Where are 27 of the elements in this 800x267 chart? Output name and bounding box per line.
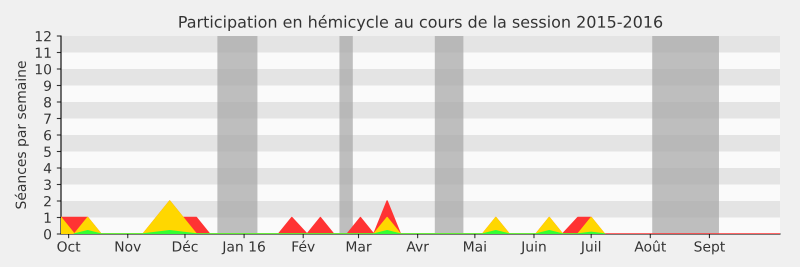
y-tick-label: 7 (44, 114, 51, 124)
y-tick-label: 11 (36, 48, 51, 58)
y-tick-label: 2 (44, 196, 51, 206)
y-axis-title: Séances par semaine (14, 61, 29, 209)
x-tick-label: Avr (406, 241, 429, 252)
y-tick-label: 0 (44, 228, 52, 240)
chart-title: Participation en hémicycle au cours de la session 2015-2016 (179, 14, 662, 31)
y-tick-label: 9 (44, 80, 51, 91)
x-tick-label: Sept (694, 241, 725, 254)
y-tick-label: 6 (44, 130, 52, 140)
x-tick-label: Nov (116, 241, 141, 252)
y-tick-label: 12 (36, 30, 51, 42)
x-tick-label: Juil (580, 240, 600, 254)
x-tick-label: Juin (520, 240, 546, 254)
y-tick-label: 5 (44, 146, 51, 157)
x-tick-label: Déc (172, 240, 198, 252)
y-tick-label: 4 (44, 163, 52, 174)
x-tick-label: Août (634, 240, 666, 252)
x-tick-label: Mai (464, 240, 486, 252)
y-tick-label: 10 (36, 64, 52, 74)
y-tick-label: 8 (44, 96, 52, 108)
x-tick-label: Mar (346, 241, 372, 252)
x-tick-label: Oct (57, 241, 80, 252)
y-tick-label: 1 (44, 212, 51, 223)
x-tick-label: Fév (292, 240, 315, 252)
y-tick-label: 3 (44, 179, 51, 190)
x-tick-label: Jan 16 (222, 241, 265, 254)
